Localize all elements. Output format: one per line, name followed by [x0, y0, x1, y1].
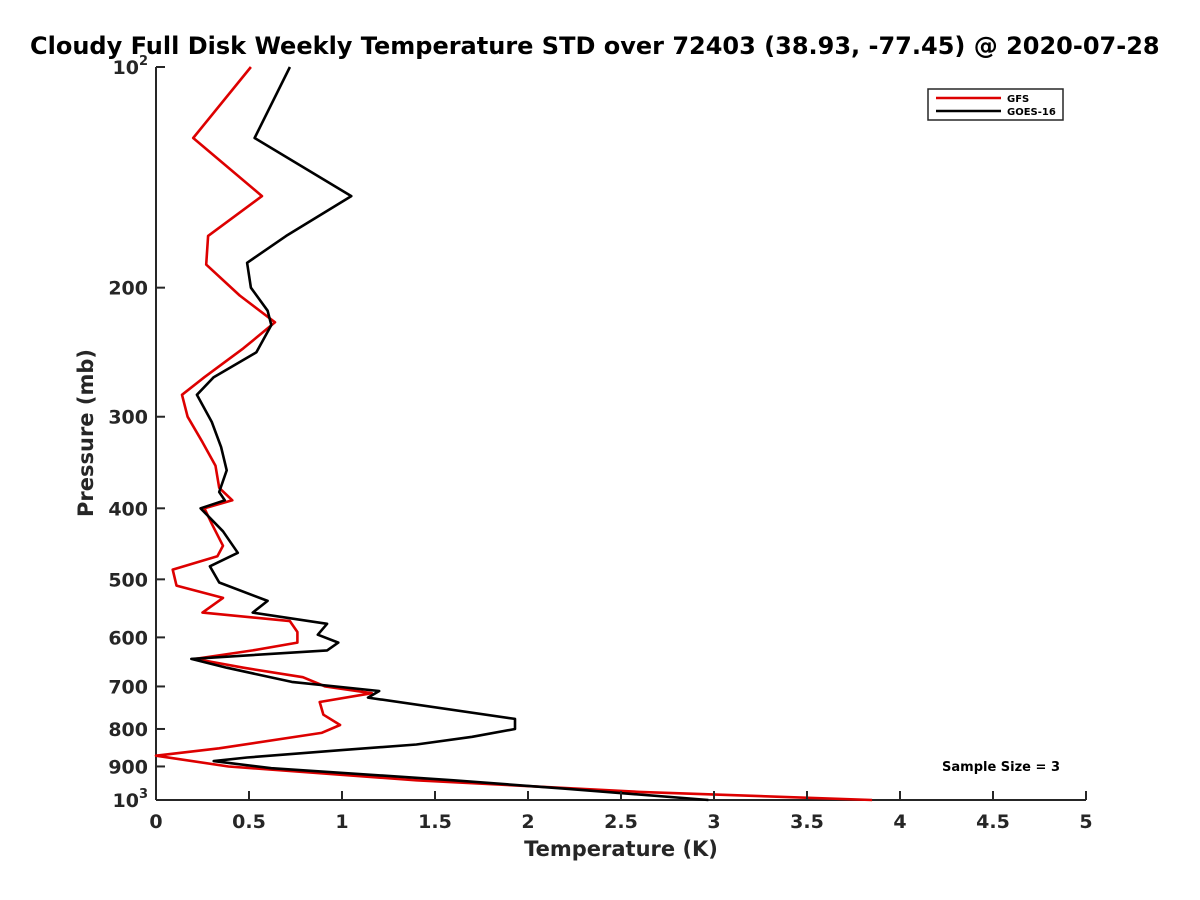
chart-title: Cloudy Full Disk Weekly Temperature STD … — [30, 32, 1160, 60]
plot-area: 0 0.5 1 1.5 2 2.5 3 3.5 4 4.5 5 102 200 300 400 500 600… — [108, 54, 1092, 833]
x-tick-label: 4.5 — [976, 811, 1010, 833]
y-tick-label: 600 — [108, 627, 148, 649]
y-tick-label: 300 — [108, 407, 148, 429]
x-tick-label: 5 — [1079, 811, 1092, 833]
legend-box — [927, 88, 1064, 121]
x-tick-label: 0.5 — [232, 811, 266, 833]
y-tick-label: 900 — [108, 756, 148, 778]
legend-label: GOES-16 — [1007, 107, 1056, 118]
x-tick-label: 2 — [521, 811, 534, 833]
y-tick-label: 500 — [108, 569, 148, 591]
x-tick-label: 1 — [335, 811, 348, 833]
legend-label: GFS — [1007, 94, 1029, 105]
y-axis-label: Pressure (mb) — [74, 349, 98, 517]
y-tick-label: 700 — [108, 676, 148, 698]
sample-size-annotation: Sample Size = 3 — [942, 760, 1060, 775]
x-tick-label: 3 — [707, 811, 720, 833]
x-tick-label: 3.5 — [790, 811, 824, 833]
legend: GFS GOES-16 — [927, 88, 1064, 121]
series-line-goes-16 — [190, 66, 709, 802]
y-tick-label: 400 — [108, 498, 148, 520]
x-tick-label: 0 — [149, 811, 162, 833]
series-layer — [154, 66, 873, 802]
y-tick-label: 200 — [108, 278, 148, 300]
x-tick-label: 1.5 — [418, 811, 452, 833]
x-tick-label: 2.5 — [604, 811, 638, 833]
series-line-gfs — [154, 66, 873, 802]
x-ticks: 0 0.5 1 1.5 2 2.5 3 3.5 4 4.5 5 — [149, 791, 1093, 833]
y-tick-label: 103 — [113, 787, 149, 812]
x-axis-label: Temperature (K) — [524, 837, 718, 861]
y-ticks: 102 200 300 400 500 600 700 800 900 103 — [108, 54, 165, 812]
y-tick-label: 102 — [113, 54, 149, 79]
y-tick-label: 800 — [108, 719, 148, 741]
x-tick-label: 4 — [893, 811, 906, 833]
